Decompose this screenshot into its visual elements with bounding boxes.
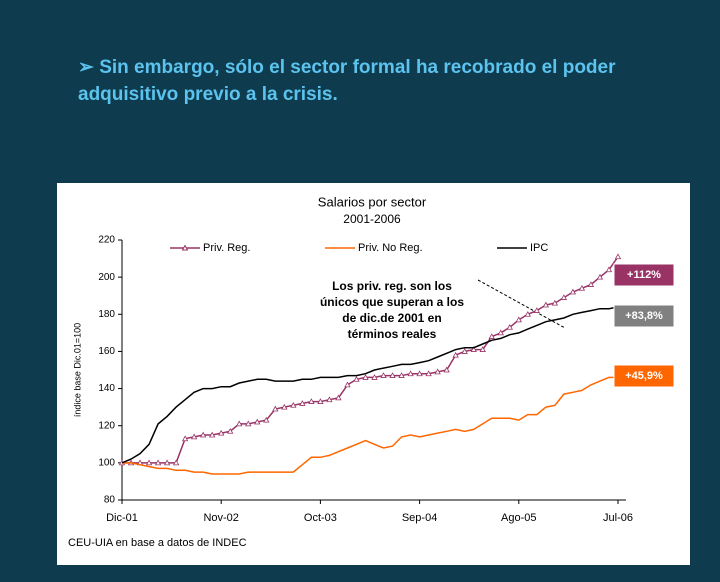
y-tick-label: 220 (98, 235, 115, 246)
data-point (344, 381, 351, 388)
data-point (272, 405, 279, 412)
end-label-box (613, 304, 675, 328)
source: CEU-UIA en base a datos de INDEC (68, 537, 247, 549)
data-point (371, 374, 378, 380)
data-point (145, 459, 153, 466)
series-line (122, 376, 618, 475)
annotation: de dic.de 2001 en (342, 311, 441, 325)
x-tick-label: Jul-06 (603, 512, 633, 524)
data-point (236, 420, 243, 427)
data-point (290, 401, 297, 408)
x-tick-label: Nov-02 (203, 512, 238, 524)
y-tick-label: 160 (98, 346, 115, 357)
x-tick-label: Ago-05 (501, 512, 536, 524)
data-point (263, 416, 270, 423)
data-point (335, 394, 342, 401)
data-point (389, 372, 396, 378)
x-tick-label: Oct-03 (304, 512, 337, 524)
data-point (497, 329, 504, 336)
data-point (380, 372, 387, 378)
chart-background (57, 183, 690, 565)
data-point (353, 375, 360, 382)
y-tick-label: 80 (104, 495, 116, 506)
data-point (443, 366, 450, 373)
chart-subtitle: 2001-2006 (343, 212, 401, 226)
data-point (308, 398, 315, 404)
data-point (533, 307, 541, 313)
y-tick-label: 140 (98, 383, 115, 394)
data-point (515, 316, 522, 323)
data-point (199, 431, 207, 438)
data-point (281, 403, 288, 410)
data-point (172, 459, 180, 466)
x-tick-label: Sep-04 (402, 512, 437, 524)
x-tick-label: Dic-01 (106, 512, 138, 524)
data-point (542, 301, 550, 308)
legend-label: Priv. Reg. (203, 242, 250, 254)
y-tick-label: 100 (98, 457, 115, 468)
end-label: +83,8% (625, 310, 663, 322)
legend-marker (181, 244, 189, 251)
data-point (461, 348, 468, 354)
data-point (524, 310, 531, 317)
data-point (254, 418, 261, 425)
annotation: términos reales (348, 327, 437, 341)
data-point (299, 400, 306, 406)
data-point (209, 431, 216, 438)
data-point (416, 370, 423, 377)
end-label: +112% (627, 269, 661, 281)
data-point (163, 459, 171, 466)
legend-label: IPC (530, 242, 548, 254)
end-label-box (613, 364, 675, 388)
end-label-box (613, 263, 675, 287)
data-point (326, 396, 333, 403)
data-point (227, 427, 234, 434)
y-axis-label: índice base Dic.01=100 (72, 323, 82, 417)
legend-label: Priv. No Reg. (358, 242, 423, 254)
data-point (190, 433, 198, 440)
data-point (578, 284, 586, 291)
data-point (452, 351, 459, 358)
y-tick-label: 200 (98, 272, 115, 283)
data-point (317, 398, 324, 404)
y-tick-label: 120 (98, 420, 115, 431)
data-point (245, 420, 252, 427)
data-point (434, 368, 441, 375)
annotation: únicos que superan a los (320, 295, 464, 309)
data-point (154, 459, 162, 466)
series-line (121, 306, 619, 464)
data-point (488, 333, 495, 339)
y-tick-label: 180 (98, 309, 115, 320)
data-point (551, 299, 559, 306)
data-point (560, 294, 568, 300)
data-point (596, 273, 604, 280)
annotation: Los priv. reg. son los (332, 279, 452, 293)
annotation-arrow (477, 279, 566, 329)
data-point (587, 281, 595, 287)
data-point (614, 253, 622, 260)
data-point (569, 288, 577, 295)
data-point (479, 346, 486, 352)
data-point (425, 370, 432, 377)
heading: ➢ Sin embargo, sólo el sector formal ha … (78, 57, 616, 105)
data-point (362, 374, 369, 380)
data-point (407, 370, 414, 377)
data-point (218, 429, 225, 436)
end-label: +45,9% (625, 370, 663, 382)
chart-title: Salarios por sector (318, 194, 427, 209)
data-point (605, 266, 613, 273)
data-point (506, 323, 513, 330)
data-point (398, 372, 405, 378)
data-point (470, 346, 477, 352)
data-point (181, 435, 189, 442)
